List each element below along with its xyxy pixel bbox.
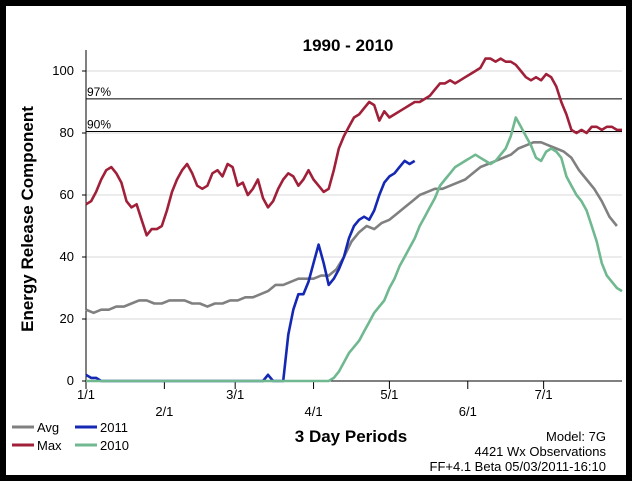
x-tick-label-1-1: 1/1 (77, 387, 95, 402)
threshold-label-97pct: 97% (87, 85, 111, 99)
series-line-2010 (86, 116, 623, 383)
y-axis-label: Energy Release Component (18, 106, 37, 332)
axes: 0 20 40 60 80 100 1/1 2/1 3/1 4/1 5/1 6/1 7/1 (52, 50, 622, 419)
x-tick-label-3-1: 3/1 (226, 387, 244, 402)
chart-title: 1990 - 2010 (303, 36, 394, 55)
legend-label-avg: Avg (37, 420, 59, 435)
threshold-lines: 97% 90% (86, 85, 622, 132)
y-tick-label-60: 60 (60, 187, 74, 202)
x-tick-label-6-1: 6/1 (459, 404, 477, 419)
footer-observations: 4421 Wx Observations (474, 444, 606, 459)
footer-model: Model: 7G (546, 429, 606, 444)
y-tick-label-20: 20 (60, 311, 74, 326)
x-tick-label-7-1: 7/1 (535, 387, 553, 402)
x-tick-label-5-1: 5/1 (380, 387, 398, 402)
x-tick-label-2-1: 2/1 (155, 404, 173, 419)
chart-background (6, 6, 626, 475)
legend-label-max: Max (37, 438, 62, 453)
y-tick-label-0: 0 (67, 373, 74, 388)
y-tick-label-100: 100 (52, 63, 74, 78)
legend-label-2011: 2011 (100, 420, 128, 435)
y-tick-label-40: 40 (60, 249, 74, 264)
threshold-label-90pct: 90% (87, 117, 111, 131)
series-lines (85, 57, 623, 383)
x-axis-label: 3 Day Periods (295, 427, 407, 446)
footer-version: FF+4.1 Beta 05/03/2011-16:10 (430, 459, 606, 474)
x-tick-label-4-1: 4/1 (305, 404, 323, 419)
y-tick-label-80: 80 (60, 125, 74, 140)
legend-label-2010: 2010 (100, 438, 129, 453)
gridlines (86, 70, 622, 320)
series-line-avg (85, 141, 618, 315)
legend: Avg 2011 Max 2010 (12, 420, 129, 453)
series-line-max (85, 57, 622, 237)
